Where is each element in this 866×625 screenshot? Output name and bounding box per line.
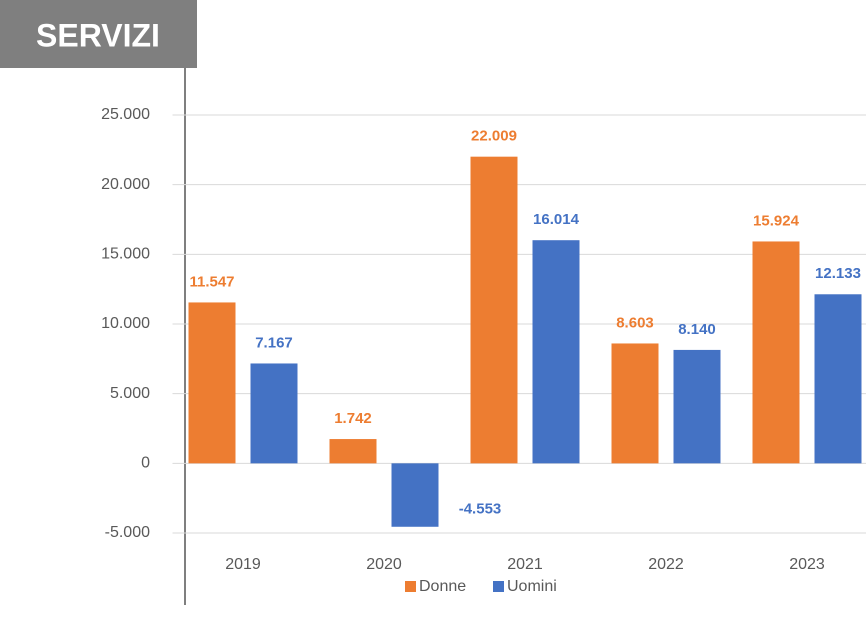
legend-swatch [405,581,416,592]
bar [470,156,518,464]
data-label: 12.133 [815,265,861,282]
data-label: 11.547 [189,273,234,290]
bar [814,294,862,464]
x-tick-label: 2019 [225,556,261,573]
bar [752,241,800,464]
bar [611,343,659,464]
data-label: 8.603 [616,314,654,331]
x-tick-label: 2020 [366,556,402,573]
bar [188,302,236,464]
bar [329,439,377,464]
chart-title: SERVIZI [36,17,160,53]
data-label: 15.924 [753,212,800,229]
x-tick-label: 2021 [507,556,543,573]
legend-label: Uomini [507,578,557,595]
x-tick-label: 2022 [648,556,684,573]
data-label: 8.140 [678,321,716,338]
data-label: 16.014 [533,211,580,228]
data-label: -4.553 [459,501,502,518]
y-tick-label: 20.000 [101,176,150,193]
y-tick-label: 5.000 [110,385,150,402]
legend-swatch [493,581,504,592]
y-tick-label: 15.000 [101,246,150,263]
data-label: 1.742 [334,410,372,427]
y-tick-label: 0 [141,455,150,472]
legend-label: Donne [419,578,466,595]
bar [391,463,439,527]
bar [532,240,580,464]
y-tick-label: 25.000 [101,106,150,123]
title-box [0,0,197,68]
y-tick-label: -5.000 [105,524,150,541]
bar [673,349,721,464]
data-label: 22.009 [471,128,517,145]
bar [250,363,298,464]
x-tick-label: 2023 [789,556,825,573]
data-label: 7.167 [255,334,293,351]
y-tick-label: 10.000 [101,315,150,332]
